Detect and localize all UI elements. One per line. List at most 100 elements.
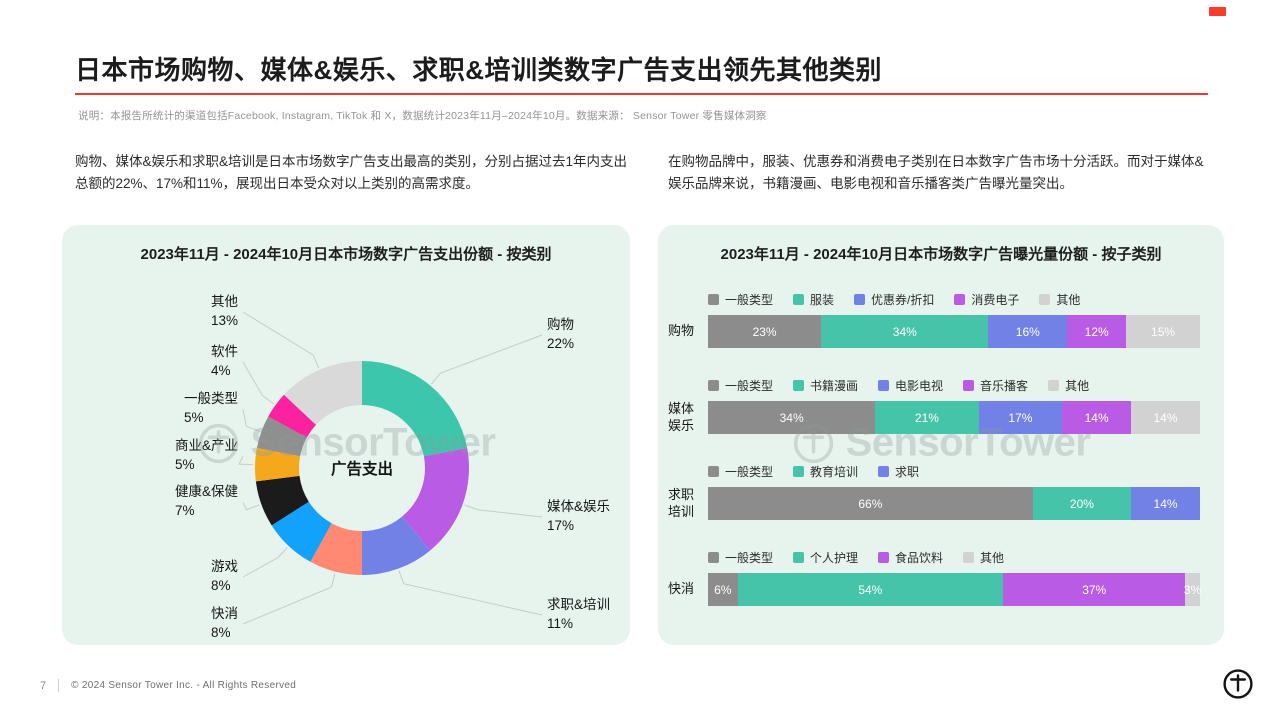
bar-segment: 17% [978, 401, 1063, 434]
bar-segment: 21% [875, 401, 979, 434]
title-underline [75, 93, 1208, 95]
bar-segment: 34% [821, 315, 989, 348]
donut-label: 游戏 8% [211, 559, 238, 593]
donut-chart-title: 2023年11月 - 2024年10月日本市场数字广告支出份额 - 按类别 [140, 246, 552, 263]
legend-swatch [708, 380, 719, 391]
stacked-bars-card: 2023年11月 - 2024年10月日本市场数字广告曝光量份额 - 按子类别 … [658, 225, 1224, 645]
legend-item: 服装 [793, 291, 834, 308]
donut-segment [284, 361, 362, 425]
legend-item: 书籍漫画 [793, 377, 858, 394]
donut-segment [362, 361, 468, 457]
legend-label: 一般类型 [725, 551, 774, 565]
donut-leader-line [464, 504, 543, 518]
legend-swatch [793, 380, 805, 391]
legend-item: 其他 [1039, 291, 1080, 308]
donut-segment [268, 394, 317, 438]
legend-swatch [793, 294, 805, 305]
donut-chart: 广告支出 其他 13% 软件 4% 一般类型 5% 商业&产业 5% 健康&保健 7% 游戏 8% 快消… [62, 271, 630, 643]
bar-segment: 14% [1131, 401, 1200, 434]
donut-svg [238, 311, 543, 625]
donut-leader-line [242, 547, 288, 578]
legend-swatch [963, 552, 975, 563]
bar-segment: 34% [708, 401, 876, 434]
legend-item: 电影电视 [878, 377, 943, 394]
legend-label: 音乐播客 [980, 379, 1029, 393]
legend-item: 优惠券/折扣 [854, 291, 934, 308]
page-number: 7 [40, 679, 47, 692]
legend-label: 食品饮料 [895, 551, 944, 565]
donut-label: 求职&培训 11% [547, 597, 611, 631]
bar-segment: 66% [708, 487, 1033, 520]
legend-label: 其他 [1065, 379, 1090, 393]
donut-label: 软件 4% [211, 344, 238, 378]
legend-label: 优惠券/折扣 [871, 293, 935, 307]
bar-segment: 14% [1131, 487, 1200, 520]
donut-label: 购物 22% [547, 317, 575, 351]
methodology-note: 说明：本报告所统计的渠道包括Facebook, Instagram, TikTo… [78, 110, 767, 122]
legend-label: 其他 [1056, 293, 1081, 307]
donut-leader-line [242, 311, 320, 369]
legend-label: 书籍漫画 [810, 379, 859, 393]
legend-item: 一般类型 [708, 377, 773, 394]
legend-swatch [878, 380, 890, 391]
donut-leader-line [431, 334, 543, 385]
legend-label: 一般类型 [725, 293, 774, 307]
bar-segment: 16% [988, 315, 1068, 348]
bar-legend: 一般类型 服装 优惠券/折扣 消费电子 其他 [708, 292, 1200, 307]
legend-item: 一般类型 [708, 291, 773, 308]
donut-leader-line [238, 455, 254, 466]
legend-label: 服装 [810, 293, 835, 307]
donut-segment [255, 475, 309, 526]
legend-item: 一般类型 [708, 549, 773, 566]
bar-row: 媒体娱乐 一般类型 书籍漫画 电影电视 音乐播客 其他 34% 21% 17% 14% 14% [668, 378, 1200, 434]
legend-swatch [708, 552, 719, 563]
bar-row: 求职培训 一般类型 教育培训 求职 66% 20% 14% [668, 464, 1200, 520]
legend-item: 消费电子 [954, 291, 1019, 308]
donut-segment [271, 501, 332, 562]
donut-segment [254, 447, 301, 482]
legend-label: 一般类型 [725, 379, 774, 393]
legend-label: 个人护理 [810, 551, 859, 565]
legend-item: 其他 [963, 549, 1004, 566]
donut-leader-line [398, 570, 543, 616]
legend-label: 一般类型 [725, 465, 774, 479]
page-title: 日本市场购物、媒体&娱乐、求职&培训类数字广告支出领先其他类别 [75, 55, 883, 85]
bar-legend: 一般类型 个人护理 食品饮料 其他 [708, 550, 1200, 565]
legend-label: 教育培训 [810, 465, 859, 479]
stacked-bar: 34% 21% 17% 14% 14% [708, 401, 1200, 434]
legend-swatch [878, 552, 890, 563]
legend-swatch [1048, 380, 1060, 391]
footer-divider [58, 679, 60, 692]
bar-row-label: 媒体娱乐 [668, 401, 695, 433]
legend-item: 教育培训 [793, 463, 858, 480]
legend-label: 其他 [980, 551, 1005, 565]
bar-segment: 6% [708, 573, 738, 606]
stacked-bar: 23% 34% 16% 12% 15% [708, 315, 1200, 348]
legend-label: 消费电子 [971, 293, 1020, 307]
legend-label: 电影电视 [895, 379, 944, 393]
legend-item: 食品饮料 [878, 549, 943, 566]
donut-leader-line [242, 361, 275, 405]
legend-label: 求职 [895, 465, 920, 479]
donut-label: 其他 13% [210, 294, 238, 328]
donut-segment [402, 447, 469, 551]
bar-row-label: 求职培训 [668, 487, 695, 519]
stacked-bar: 66% 20% 14% [708, 487, 1200, 520]
footer: 7 © 2024 Sensor Tower Inc. - All Rights … [40, 679, 296, 692]
bar-segment: 23% [708, 315, 822, 348]
legend-swatch [708, 466, 719, 477]
bar-segment: 3% [1184, 573, 1201, 606]
legend-swatch [1039, 294, 1051, 305]
bar-segment: 54% [737, 573, 1004, 606]
legend-item: 其他 [1048, 377, 1089, 394]
bar-row-label: 购物 [668, 323, 695, 339]
donut-leader-line [242, 501, 260, 511]
brand-corner-accent [1209, 7, 1226, 16]
donut-leader-line [242, 573, 336, 625]
donut-center-label: 广告支出 [330, 461, 393, 478]
legend-item: 音乐播客 [963, 377, 1028, 394]
bar-row-label: 快消 [668, 581, 695, 597]
legend-swatch [793, 466, 805, 477]
legend-swatch [708, 294, 719, 305]
